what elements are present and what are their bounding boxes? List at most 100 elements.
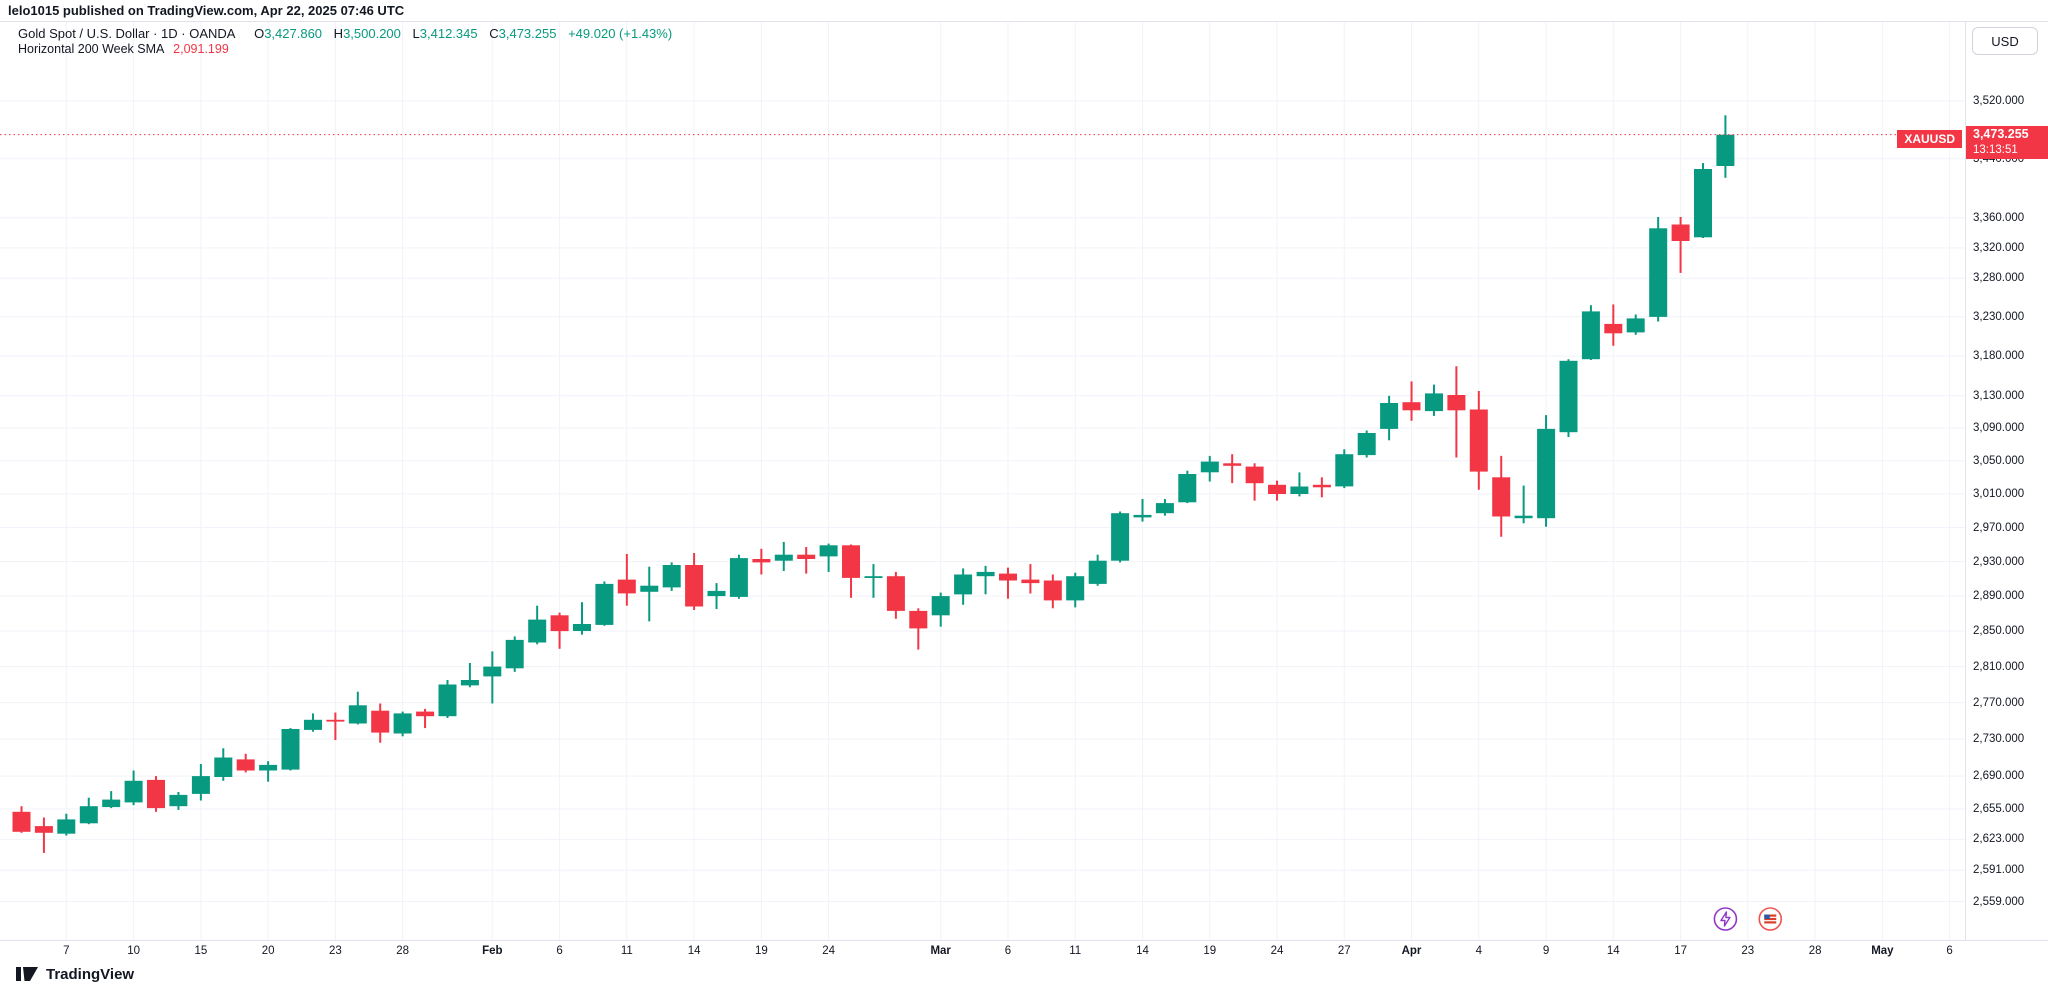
candle-body	[304, 719, 322, 730]
tradingview-logo[interactable]: TradingView	[16, 964, 134, 984]
price-axis-label: 2,970.000	[1973, 521, 2025, 534]
open-value: 3,427.860	[264, 26, 323, 41]
candle-body	[774, 554, 793, 561]
candle-body	[1155, 503, 1174, 514]
candle-body	[1066, 576, 1085, 601]
time-axis-label: Apr	[1401, 945, 1422, 957]
price-axis-label: 3,520.000	[1973, 95, 2025, 107]
candle-body	[550, 615, 569, 632]
price-axis-label: 2,730.000	[1973, 733, 2025, 746]
high-value: 3,500.200	[343, 26, 401, 41]
currency-button[interactable]: USD	[1972, 27, 2038, 55]
candle-body	[147, 779, 165, 809]
time-axis-label: 14	[687, 945, 701, 957]
candle-body	[1671, 224, 1690, 241]
price-axis-label: 3,230.000	[1973, 310, 2025, 323]
price-axis-label: 2,930.000	[1973, 555, 2025, 568]
candle-body	[79, 806, 98, 824]
time-axis-label: Feb	[482, 945, 503, 957]
price-axis-label: 2,559.000	[1973, 895, 2025, 908]
candle-body	[886, 576, 905, 611]
candle-body	[1716, 134, 1735, 166]
candle-body	[1111, 513, 1130, 561]
candle-body	[1178, 474, 1197, 503]
time-axis-label: 28	[396, 945, 409, 957]
time-axis[interactable]: 7 10 15 20 23 28 Feb 6 11 14 19 24 Mar 6 11 14 19 24 27 Apr…	[0, 941, 2048, 965]
candle-body	[259, 764, 278, 771]
indicator-name: Horizontal 200 Week SMA	[18, 42, 164, 56]
candle-body	[617, 579, 636, 594]
candle-body	[416, 711, 435, 717]
candle-body	[191, 776, 210, 794]
price-axis-label: 2,890.000	[1973, 590, 2025, 603]
time-axis-label: 27	[1337, 945, 1351, 957]
price-axis-label: 3,360.000	[1973, 211, 2025, 224]
candle-body	[909, 610, 928, 629]
candle-body	[999, 573, 1017, 581]
candle-body	[685, 565, 704, 607]
time-axis-label: 6	[1946, 945, 1953, 957]
time-axis-label: 24	[1270, 945, 1284, 957]
candle-body	[662, 565, 681, 588]
indicator-legend: Horizontal 200 Week SMA 2,091.199	[18, 42, 229, 56]
candle-body	[1514, 515, 1533, 519]
candle-body	[1469, 409, 1488, 472]
lightning-event-icon[interactable]	[1713, 907, 1738, 931]
candle-body	[1043, 580, 1062, 601]
candle-body	[1380, 403, 1399, 429]
time-axis-label: 14	[1136, 945, 1149, 957]
candle-body	[1335, 454, 1354, 487]
symbol-price-label-badge: XAUUSD	[1897, 130, 1962, 148]
published-text: lelo1015 published on TradingView.com, A…	[8, 3, 405, 18]
candle-body	[1312, 484, 1331, 488]
candle-body	[1088, 560, 1107, 584]
candle-body	[595, 583, 614, 625]
candle-body	[483, 666, 502, 677]
candle-body	[1402, 402, 1421, 411]
time-axis-label: 6	[1004, 945, 1012, 957]
low-label: L	[412, 26, 420, 41]
candle-body	[976, 571, 995, 577]
candle-body	[1537, 428, 1556, 519]
symbol-description: Gold Spot / U.S. Dollar · 1D · OANDA	[18, 26, 236, 41]
candle-body	[1447, 395, 1466, 411]
candle-body	[1649, 228, 1668, 317]
price-axis[interactable]: 3,520.0003,440.0003,360.0003,320.0003,28…	[1966, 22, 2048, 940]
candle-body	[281, 729, 300, 770]
time-axis-label: 11	[1069, 945, 1082, 957]
time-axis-label: 15	[194, 945, 208, 957]
candle-body	[505, 639, 524, 669]
candle-body	[1581, 311, 1600, 360]
candle-body	[864, 576, 883, 578]
price-axis-label: 3,090.000	[1973, 422, 2025, 435]
candle-body	[124, 780, 143, 803]
high-label: H	[333, 26, 344, 41]
candle-body	[236, 759, 255, 771]
candle-body	[1223, 463, 1242, 466]
bar-countdown: 13:13:51	[1973, 144, 2018, 156]
price-axis-label: 3,050.000	[1973, 454, 2025, 467]
candle-body	[797, 554, 816, 559]
candle-body	[1559, 360, 1578, 433]
price-axis-label: 2,850.000	[1973, 625, 2025, 638]
candle-body	[1268, 484, 1286, 494]
candle-body	[214, 757, 233, 777]
candle-body	[1425, 393, 1443, 412]
us-flag-event-icon[interactable]	[1758, 907, 1783, 931]
time-axis-label: 17	[1674, 945, 1687, 957]
time-axis-label: 9	[1542, 945, 1550, 957]
candle-body	[1133, 514, 1152, 518]
time-axis-label: 14	[1606, 945, 1620, 957]
candle-body	[1626, 318, 1645, 333]
candle-body	[640, 585, 659, 592]
price-axis-label: 2,623.000	[1973, 833, 2025, 846]
price-axis-label: 2,810.000	[1973, 660, 2025, 673]
time-axis-label: 19	[754, 945, 768, 957]
candle-body	[1694, 169, 1712, 238]
time-axis-label: 23	[328, 945, 342, 957]
candle-body	[1290, 486, 1309, 494]
price-axis-label: 3,180.000	[1973, 350, 2025, 362]
